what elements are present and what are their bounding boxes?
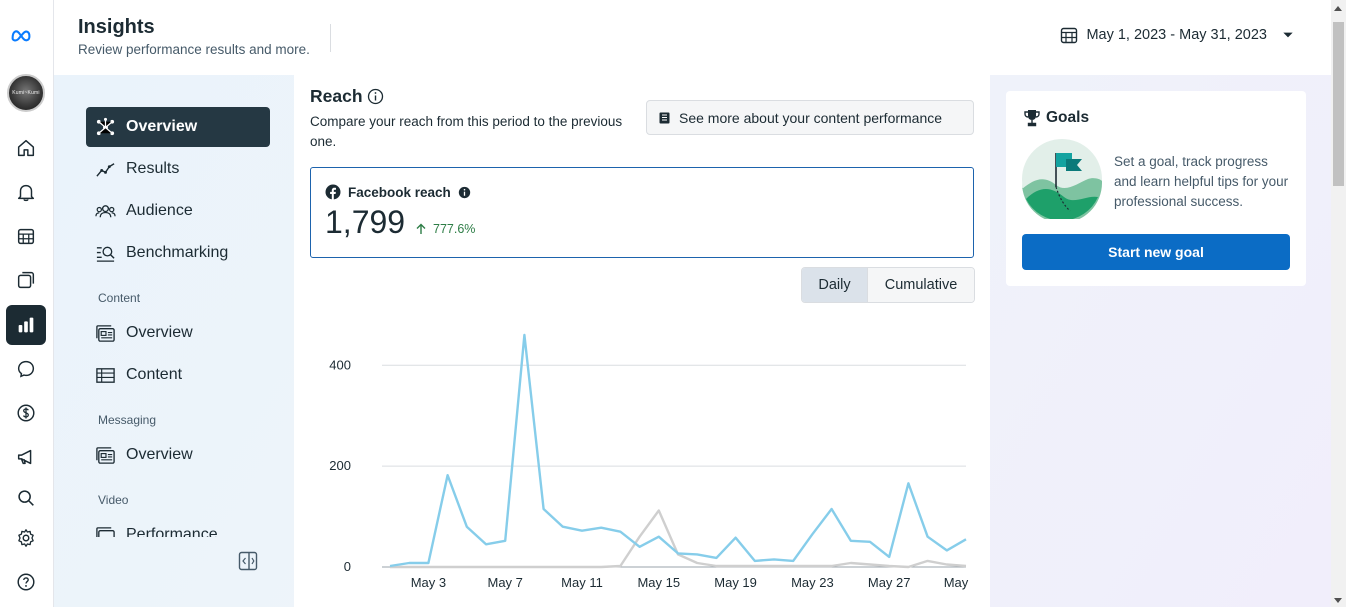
subnav-item-benchmarking[interactable]: Benchmarking [86, 233, 270, 273]
cumulative-toggle-button[interactable]: Cumulative [868, 268, 974, 302]
goal-flag-illustration [1022, 139, 1102, 219]
reach-title: Reach [310, 86, 363, 106]
x-tick-label: May 23 [791, 575, 834, 590]
see-more-label: See more about your content performance [679, 109, 943, 126]
info-filled-icon[interactable] [458, 186, 471, 199]
x-tick-label: May [944, 575, 969, 590]
subnav-item-label: Content [126, 366, 183, 383]
search-icon[interactable] [6, 478, 46, 518]
subnav-item-label: Overview [126, 324, 193, 341]
monetization-icon[interactable] [6, 393, 46, 433]
subnav-section-content: Content [98, 291, 141, 305]
results-icon [96, 162, 115, 177]
facebook-reach-label-row: Facebook reach [325, 184, 471, 200]
see-more-content-button[interactable]: See more about your content performance [646, 100, 974, 135]
facebook-icon [325, 184, 341, 200]
subnav-item-content[interactable]: Content [86, 355, 270, 395]
x-tick-label: May 11 [561, 575, 603, 590]
audience-icon [95, 204, 116, 217]
x-tick-label: May 27 [868, 575, 911, 590]
page-scrollbar[interactable] [1331, 0, 1346, 607]
subnav-item-overview[interactable]: Overview [86, 107, 270, 147]
facebook-reach-metric[interactable]: Facebook reach 1,799 777.6% [310, 167, 974, 258]
content-icon[interactable] [6, 260, 46, 300]
y-tick-label: 0 [344, 559, 351, 574]
x-tick-label: May 7 [487, 575, 522, 590]
planner-icon[interactable] [6, 216, 46, 256]
arrow-up-icon [416, 223, 426, 234]
insights-icon[interactable] [6, 305, 46, 345]
series-line-previous [390, 509, 967, 569]
subnav-item-messaging-overview[interactable]: Overview [86, 435, 270, 475]
x-tick-label: May 15 [637, 575, 680, 590]
meta-logo-icon[interactable] [10, 24, 44, 48]
facebook-reach-value: 1,799 [325, 204, 406, 240]
date-range-label: May 1, 2023 - May 31, 2023 [1086, 27, 1267, 43]
scroll-down-arrow-icon[interactable] [1334, 598, 1342, 603]
page-title: Insights [78, 16, 155, 38]
x-tick-label: May 3 [411, 575, 446, 590]
start-new-goal-button[interactable]: Start new goal [1022, 234, 1290, 270]
subnav-item-label: Benchmarking [126, 244, 229, 261]
caret-down-icon [1283, 32, 1293, 38]
subnav-section-video: Video [98, 493, 129, 507]
scrollbar-thumb[interactable] [1333, 22, 1344, 186]
avatar-text: Kumi~Kumi [12, 90, 40, 96]
collapse-sidebar-icon[interactable] [238, 551, 258, 571]
date-range-picker[interactable]: May 1, 2023 - May 31, 2023 [1060, 26, 1295, 44]
subnav-clip: Performance [86, 515, 270, 537]
daily-cumulative-toggle: Daily Cumulative [801, 267, 975, 303]
subnav-item-label: Results [126, 160, 180, 177]
goals-card: Goals Set a goal, track progress and lea… [1006, 91, 1306, 286]
goals-heading: Goals [1022, 108, 1089, 128]
ads-icon[interactable] [6, 437, 46, 477]
calendar-icon [1061, 27, 1078, 44]
page-subtitle: Review performance results and more. [78, 42, 310, 57]
scroll-up-arrow-icon[interactable] [1334, 6, 1342, 11]
messaging-overview-icon [96, 446, 115, 464]
y-tick-label: 200 [329, 458, 351, 473]
benchmarking-icon [96, 246, 115, 262]
content-overview-icon [96, 324, 115, 342]
facebook-reach-label: Facebook reach [348, 184, 451, 200]
subnav-item-label: Performance [126, 526, 218, 537]
facebook-reach-change: 777.6% [415, 222, 475, 236]
notifications-icon[interactable] [6, 172, 46, 212]
left-rail: Kumi~Kumi [0, 0, 54, 607]
subnav-item-audience[interactable]: Audience [86, 191, 270, 231]
video-performance-icon [96, 526, 115, 537]
header-divider [330, 24, 331, 52]
subnav-section-messaging: Messaging [98, 413, 157, 427]
info-icon[interactable] [367, 88, 384, 105]
reach-line-chart: 0 200 400 May 3 May 7 May 11 May 15 May 19 May 2… [329, 333, 969, 590]
reach-description: Compare your reach from this period to t… [310, 114, 623, 149]
trophy-icon [1024, 110, 1040, 127]
overview-icon [96, 117, 115, 135]
avatar[interactable]: Kumi~Kumi [7, 74, 45, 112]
inbox-icon[interactable] [6, 349, 46, 389]
subnav-item-content-overview[interactable]: Overview [86, 313, 270, 353]
insights-subnav: Overview Results Audience Benchmarking C… [54, 75, 294, 607]
reach-card: Reach Compare your reach from this perio… [294, 75, 990, 607]
home-icon[interactable] [6, 128, 46, 168]
subnav-item-label: Overview [126, 446, 193, 463]
series-line-current [389, 333, 967, 568]
help-icon[interactable] [6, 562, 46, 602]
reach-heading: Reach [310, 86, 384, 107]
content-table-icon [96, 367, 115, 383]
page-header: Insights Review performance results and … [54, 0, 1331, 75]
goals-description: Set a goal, track progress and learn hel… [1114, 154, 1289, 209]
settings-icon[interactable] [6, 518, 46, 558]
book-icon [659, 112, 670, 123]
x-tick-label: May 19 [714, 575, 757, 590]
subnav-item-results[interactable]: Results [86, 149, 270, 189]
subnav-item-label: Overview [126, 118, 198, 135]
goals-title: Goals [1046, 109, 1090, 126]
y-tick-label: 400 [329, 357, 351, 372]
facebook-reach-change-value: 777.6% [433, 222, 476, 236]
subnav-item-video-performance[interactable]: Performance [86, 515, 270, 537]
daily-toggle-button[interactable]: Daily [802, 268, 868, 302]
subnav-item-label: Audience [126, 202, 193, 219]
